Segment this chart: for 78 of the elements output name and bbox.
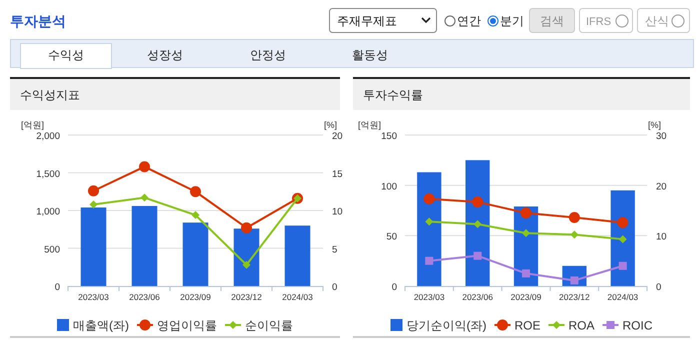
y-tick-label: 100 — [381, 181, 397, 192]
legend-label: ROA — [568, 318, 595, 332]
chart-title: 투자수익률 — [363, 88, 423, 102]
point — [425, 218, 434, 226]
text: 투자분석 — [10, 13, 66, 29]
x-tick-label: 2024/03 — [607, 292, 638, 302]
text: IFRS — [586, 16, 612, 28]
point — [522, 269, 530, 278]
y-axis-title: [억원] — [21, 120, 44, 130]
y2-axis-title: [%] — [648, 120, 661, 130]
x-tick-label: 2024/03 — [282, 292, 314, 302]
y-axis-title: [억원] — [358, 120, 382, 130]
legend-label: 순이익률 — [245, 318, 293, 332]
point — [242, 260, 250, 269]
y2-tick-label: 0 — [332, 282, 338, 293]
y-tick-label: 2,000 — [36, 131, 60, 142]
y2-tick-label: 5 — [332, 244, 338, 256]
point — [192, 211, 200, 220]
point — [474, 220, 482, 228]
point — [570, 276, 578, 284]
point — [570, 230, 578, 239]
point — [472, 196, 484, 208]
y-tick-label: 50 — [386, 232, 397, 243]
point — [425, 256, 434, 265]
x-tick-label: 2023/03 — [78, 292, 110, 302]
text: 주재무제표 — [337, 14, 397, 28]
y2-tick-label: 10 — [656, 232, 667, 243]
y2-tick-label: 30 — [656, 131, 667, 142]
point — [190, 186, 201, 198]
y2-tick-label: 15 — [332, 168, 343, 180]
chart-title: 수익성지표 — [20, 88, 80, 102]
point — [241, 222, 252, 234]
y2-tick-label: 20 — [656, 181, 667, 192]
y-tick-label: 1,500 — [36, 168, 60, 180]
y-tick-label: 1,000 — [36, 206, 60, 218]
x-tick-label: 2023/09 — [510, 292, 542, 302]
y2-tick-label: 20 — [332, 131, 343, 142]
point — [424, 193, 435, 204]
point — [139, 161, 150, 172]
legend-label: 영업이익률 — [157, 318, 217, 332]
bar — [417, 172, 442, 286]
point — [618, 262, 627, 270]
text: 산식 — [645, 14, 669, 28]
y2-tick-label: 10 — [332, 206, 343, 218]
point — [618, 235, 627, 244]
y-tick-label: 0 — [54, 282, 60, 293]
y2-axis-title: [%] — [324, 120, 337, 130]
legend-label: 매출액(좌) — [73, 318, 129, 332]
x-tick-label: 2023/09 — [180, 292, 212, 302]
point — [617, 217, 628, 228]
x-tick-label: 2023/06 — [129, 292, 160, 302]
point — [522, 229, 530, 238]
bar — [466, 160, 490, 286]
legend-label: 당기순이익(좌) — [406, 318, 486, 332]
point — [88, 185, 99, 196]
legend-label: ROIC — [622, 318, 653, 332]
point — [90, 200, 98, 208]
point — [520, 208, 532, 219]
bar — [610, 190, 635, 286]
x-tick-label: 2023/12 — [559, 292, 590, 302]
text: 수익성 — [48, 48, 84, 62]
legend-label: ROE — [514, 318, 540, 332]
y2-tick-label: 0 — [656, 282, 662, 293]
point — [474, 252, 482, 260]
y-tick-label: 0 — [392, 282, 397, 293]
text: 활동성 — [352, 48, 388, 62]
point — [140, 194, 148, 202]
text: 성장성 — [147, 48, 183, 62]
x-tick-label: 2023/06 — [462, 292, 494, 302]
point — [568, 212, 580, 224]
text: 연간 — [457, 14, 481, 28]
text: 검색 — [540, 14, 564, 28]
text: 안정성 — [250, 48, 286, 62]
y-tick-label: 500 — [44, 244, 60, 256]
y-tick-label: 150 — [381, 131, 397, 142]
x-tick-label: 2023/12 — [231, 292, 262, 302]
text: 분기 — [500, 14, 524, 28]
x-tick-label: 2023/03 — [414, 292, 445, 302]
